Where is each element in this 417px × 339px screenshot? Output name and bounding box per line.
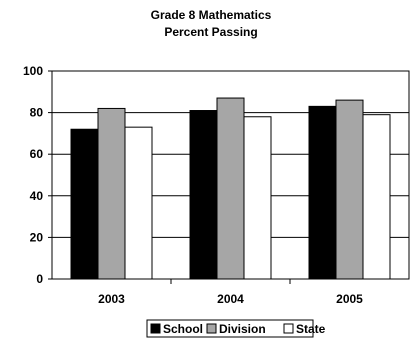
bar-state-2005	[362, 114, 391, 280]
bar-state-2004	[243, 116, 272, 280]
chart-subtitle: Percent Passing	[164, 25, 257, 39]
chart-title: Grade 8 Mathematics	[151, 8, 272, 22]
plot-area-frame	[51, 70, 410, 280]
legend: School Division State	[146, 319, 326, 338]
x-tick-label: 2004	[217, 292, 244, 306]
y-axis-ticks: 0 20 40 60 80 100	[23, 64, 52, 286]
legend-swatch-school	[150, 323, 161, 334]
legend-label-school: School	[163, 322, 203, 336]
legend-swatch-state	[283, 323, 294, 334]
legend-swatch-division	[206, 323, 217, 334]
y-tick-label: 0	[36, 272, 43, 286]
bar-division-2004	[216, 97, 245, 280]
x-tick-label: 2003	[98, 292, 125, 306]
bar-school-2003	[70, 128, 99, 280]
legend-label-state: State	[296, 322, 326, 336]
y-tick-label: 80	[30, 106, 44, 120]
bar-school-2004	[189, 110, 218, 280]
x-axis-ticks: 2003 2004 2005	[98, 279, 363, 306]
bar-division-2003	[97, 107, 126, 280]
bar-state-2003	[124, 126, 153, 280]
bars	[70, 97, 391, 280]
y-tick-label: 20	[30, 230, 44, 244]
y-tick-label: 60	[30, 147, 44, 161]
bar-school-2005	[308, 105, 337, 280]
legend-box	[146, 319, 314, 338]
x-tick-label: 2005	[336, 292, 363, 306]
y-tick-label: 100	[23, 64, 43, 78]
y-tick-label: 40	[30, 189, 44, 203]
bar-division-2005	[335, 99, 364, 280]
legend-label-division: Division	[219, 322, 266, 336]
